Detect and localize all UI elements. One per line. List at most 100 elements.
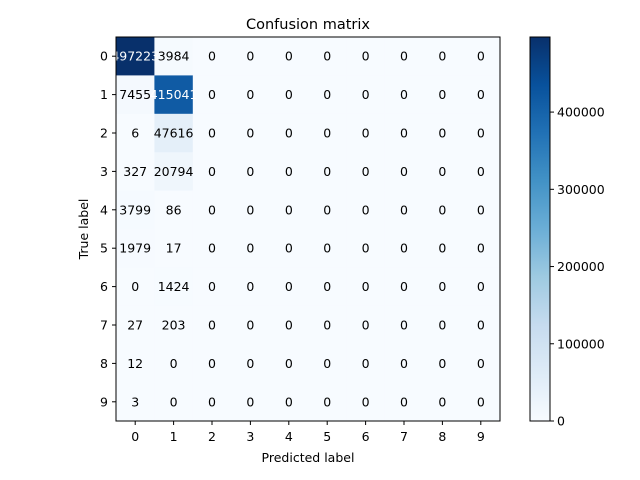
cell-value-r8-c2: 0	[208, 356, 216, 371]
heatmap-cell-r3-c0	[116, 152, 155, 191]
y-tick-label-1: 1	[100, 87, 108, 102]
cell-value-r9-c8: 0	[438, 394, 446, 409]
cell-value-r6-c2: 0	[208, 279, 216, 294]
cell-value-r1-c5: 0	[323, 87, 331, 102]
heatmap-cell-r5-c8	[423, 229, 462, 268]
heatmap-cell-r9-c4	[269, 382, 309, 422]
heatmap-cell-r2-c8	[423, 113, 462, 153]
cell-value-r4-c2: 0	[208, 202, 216, 217]
heatmap-cell-r6-c1	[154, 267, 194, 307]
cell-value-r9-c4: 0	[285, 394, 293, 409]
cell-value-r7-c0: 27	[127, 318, 143, 333]
cell-value-r7-c6: 0	[362, 318, 370, 333]
colorbar	[529, 36, 551, 422]
cell-value-r8-c6: 0	[362, 356, 370, 371]
heatmap-cell-r9-c6	[346, 382, 386, 422]
y-tick-label-3: 3	[100, 164, 108, 179]
cell-value-r7-c9: 0	[477, 318, 485, 333]
colorbar-tick-label-100000: 100000	[557, 336, 605, 351]
cell-value-r0-c6: 0	[362, 49, 370, 64]
heatmap-cell-r9-c8	[423, 382, 462, 422]
cell-value-r0-c7: 0	[400, 49, 408, 64]
heatmap-cell-r6-c5	[308, 267, 347, 307]
cell-value-r4-c5: 0	[323, 202, 331, 217]
cell-value-r2-c1: 47616	[154, 126, 194, 141]
y-tick-label-9: 9	[100, 394, 108, 409]
heatmap-cell-r1-c2	[192, 75, 232, 115]
plot-frame	[115, 36, 501, 422]
x-tick-label-8: 8	[438, 429, 446, 444]
cell-value-r6-c5: 0	[323, 279, 331, 294]
cell-value-r2-c5: 0	[323, 126, 331, 141]
heatmap-cell-r2-c2	[192, 113, 232, 153]
heatmap-cell-r7-c1	[154, 305, 194, 345]
cell-value-r1-c3: 0	[246, 87, 254, 102]
heatmap-cell-r9-c7	[384, 382, 424, 422]
cell-value-r2-c7: 0	[400, 126, 408, 141]
cell-value-r2-c2: 0	[208, 126, 216, 141]
x-tick-label-4: 4	[285, 429, 293, 444]
cell-value-r5-c1: 17	[166, 241, 182, 256]
cell-value-r7-c7: 0	[400, 318, 408, 333]
cell-value-r0-c5: 0	[323, 49, 331, 64]
y-tick-label-8: 8	[100, 356, 108, 371]
heatmap-cell-r2-c5	[308, 113, 347, 153]
cell-value-r6-c4: 0	[285, 279, 293, 294]
cell-value-r2-c4: 0	[285, 126, 293, 141]
heatmap-cell-r4-c6	[346, 190, 386, 230]
cell-value-r3-c1: 20794	[154, 164, 194, 179]
heatmap-cell-r8-c6	[346, 344, 386, 383]
cell-value-r3-c6: 0	[362, 164, 370, 179]
cell-value-r5-c0: 1979	[119, 241, 151, 256]
heatmap-cells	[116, 37, 501, 422]
cell-value-r8-c7: 0	[400, 356, 408, 371]
heatmap-cell-r8-c9	[461, 344, 501, 383]
heatmap-cell-r5-c9	[461, 229, 501, 268]
cell-value-r5-c3: 0	[246, 241, 254, 256]
heatmap-cell-r0-c0	[116, 37, 155, 76]
cell-value-r7-c3: 0	[246, 318, 254, 333]
heatmap-cell-r0-c5	[308, 37, 347, 76]
x-tick-label-3: 3	[246, 429, 254, 444]
cell-value-r3-c9: 0	[477, 164, 485, 179]
cell-value-r0-c0: 497223	[111, 49, 159, 64]
cell-value-r4-c0: 3799	[119, 202, 151, 217]
heatmap-cell-r3-c6	[346, 152, 386, 191]
cell-value-r4-c7: 0	[400, 202, 408, 217]
heatmap-cell-r4-c7	[384, 190, 424, 230]
cell-value-r8-c4: 0	[285, 356, 293, 371]
cell-value-r7-c5: 0	[323, 318, 331, 333]
cell-value-r5-c7: 0	[400, 241, 408, 256]
y-tick-label-0: 0	[100, 49, 108, 64]
heatmap-cell-r0-c2	[192, 37, 232, 76]
cell-value-r5-c9: 0	[477, 241, 485, 256]
heatmap-cell-r4-c9	[461, 190, 501, 230]
heatmap-cell-r2-c0	[116, 113, 155, 153]
cell-value-r8-c3: 0	[246, 356, 254, 371]
cell-value-r5-c2: 0	[208, 241, 216, 256]
heatmap-cell-r2-c6	[346, 113, 386, 153]
cell-value-r9-c9: 0	[477, 394, 485, 409]
heatmap-cell-r3-c4	[269, 152, 309, 191]
cell-value-r5-c5: 0	[323, 241, 331, 256]
heatmap-cell-r1-c9	[461, 75, 501, 115]
heatmap-cell-r1-c4	[269, 75, 309, 115]
cell-value-r8-c0: 12	[127, 356, 143, 371]
heatmap-cell-r0-c7	[384, 37, 424, 76]
heatmap-cell-r3-c1	[154, 152, 194, 191]
cell-value-r1-c2: 0	[208, 87, 216, 102]
x-tick-label-0: 0	[131, 429, 139, 444]
heatmap-cell-r7-c8	[423, 305, 462, 345]
cell-value-r8-c8: 0	[438, 356, 446, 371]
heatmap-cell-r3-c2	[192, 152, 232, 191]
heatmap-cell-r0-c3	[231, 37, 270, 76]
cell-value-r4-c9: 0	[477, 202, 485, 217]
heatmap-cell-r8-c3	[231, 344, 270, 383]
cell-value-r5-c6: 0	[362, 241, 370, 256]
heatmap-cell-r6-c4	[269, 267, 309, 307]
cell-value-r2-c6: 0	[362, 126, 370, 141]
heatmap-cell-r8-c1	[154, 344, 194, 383]
cell-value-r9-c2: 0	[208, 394, 216, 409]
cell-value-r9-c1: 0	[170, 394, 178, 409]
